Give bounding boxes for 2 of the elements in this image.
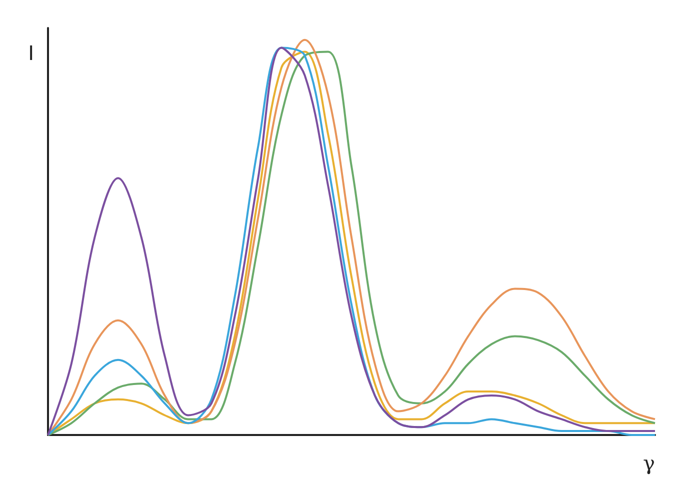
x-axis-title: γ [643, 451, 655, 475]
y-axis-title: I [28, 41, 34, 65]
